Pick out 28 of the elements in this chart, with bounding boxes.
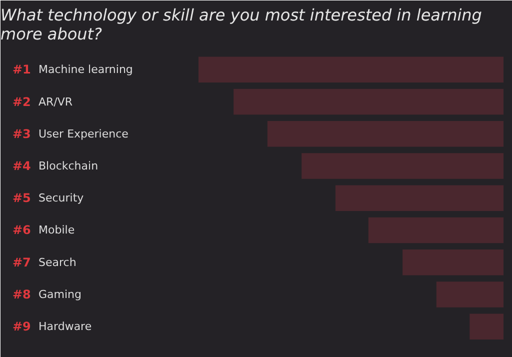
text: #1 bbox=[12, 62, 31, 77]
y-tick-label: Machine learning bbox=[38, 63, 133, 76]
text: #4 bbox=[12, 159, 31, 173]
y-tick-label: Security bbox=[38, 192, 84, 205]
bar bbox=[470, 314, 504, 340]
bar bbox=[198, 56, 504, 82]
text: #3 bbox=[12, 126, 31, 141]
y-tick-label: Hardware bbox=[38, 320, 92, 334]
bar bbox=[335, 185, 504, 211]
bar bbox=[402, 250, 504, 276]
chart-title: What technology or skill are you most interested in learning more about? bbox=[0, 6, 482, 44]
text: #2 bbox=[12, 94, 31, 109]
bar bbox=[267, 121, 504, 147]
y-tick-label: Gaming bbox=[38, 288, 82, 301]
bar bbox=[234, 88, 504, 115]
bar bbox=[302, 153, 504, 179]
y-tick-label: Mobile bbox=[38, 224, 75, 237]
text: #5 bbox=[12, 191, 31, 206]
y-tick-label: Search bbox=[38, 256, 76, 269]
y-tick-label: AR/VR bbox=[38, 95, 73, 108]
bar bbox=[436, 282, 504, 308]
text: #6 bbox=[12, 223, 31, 238]
y-tick-label: User Experience bbox=[38, 127, 129, 140]
y-tick-label: Blockchain bbox=[38, 160, 98, 172]
text: #8 bbox=[12, 287, 31, 302]
bar bbox=[368, 217, 504, 244]
text: #9 bbox=[12, 320, 31, 334]
text: #7 bbox=[12, 255, 31, 270]
